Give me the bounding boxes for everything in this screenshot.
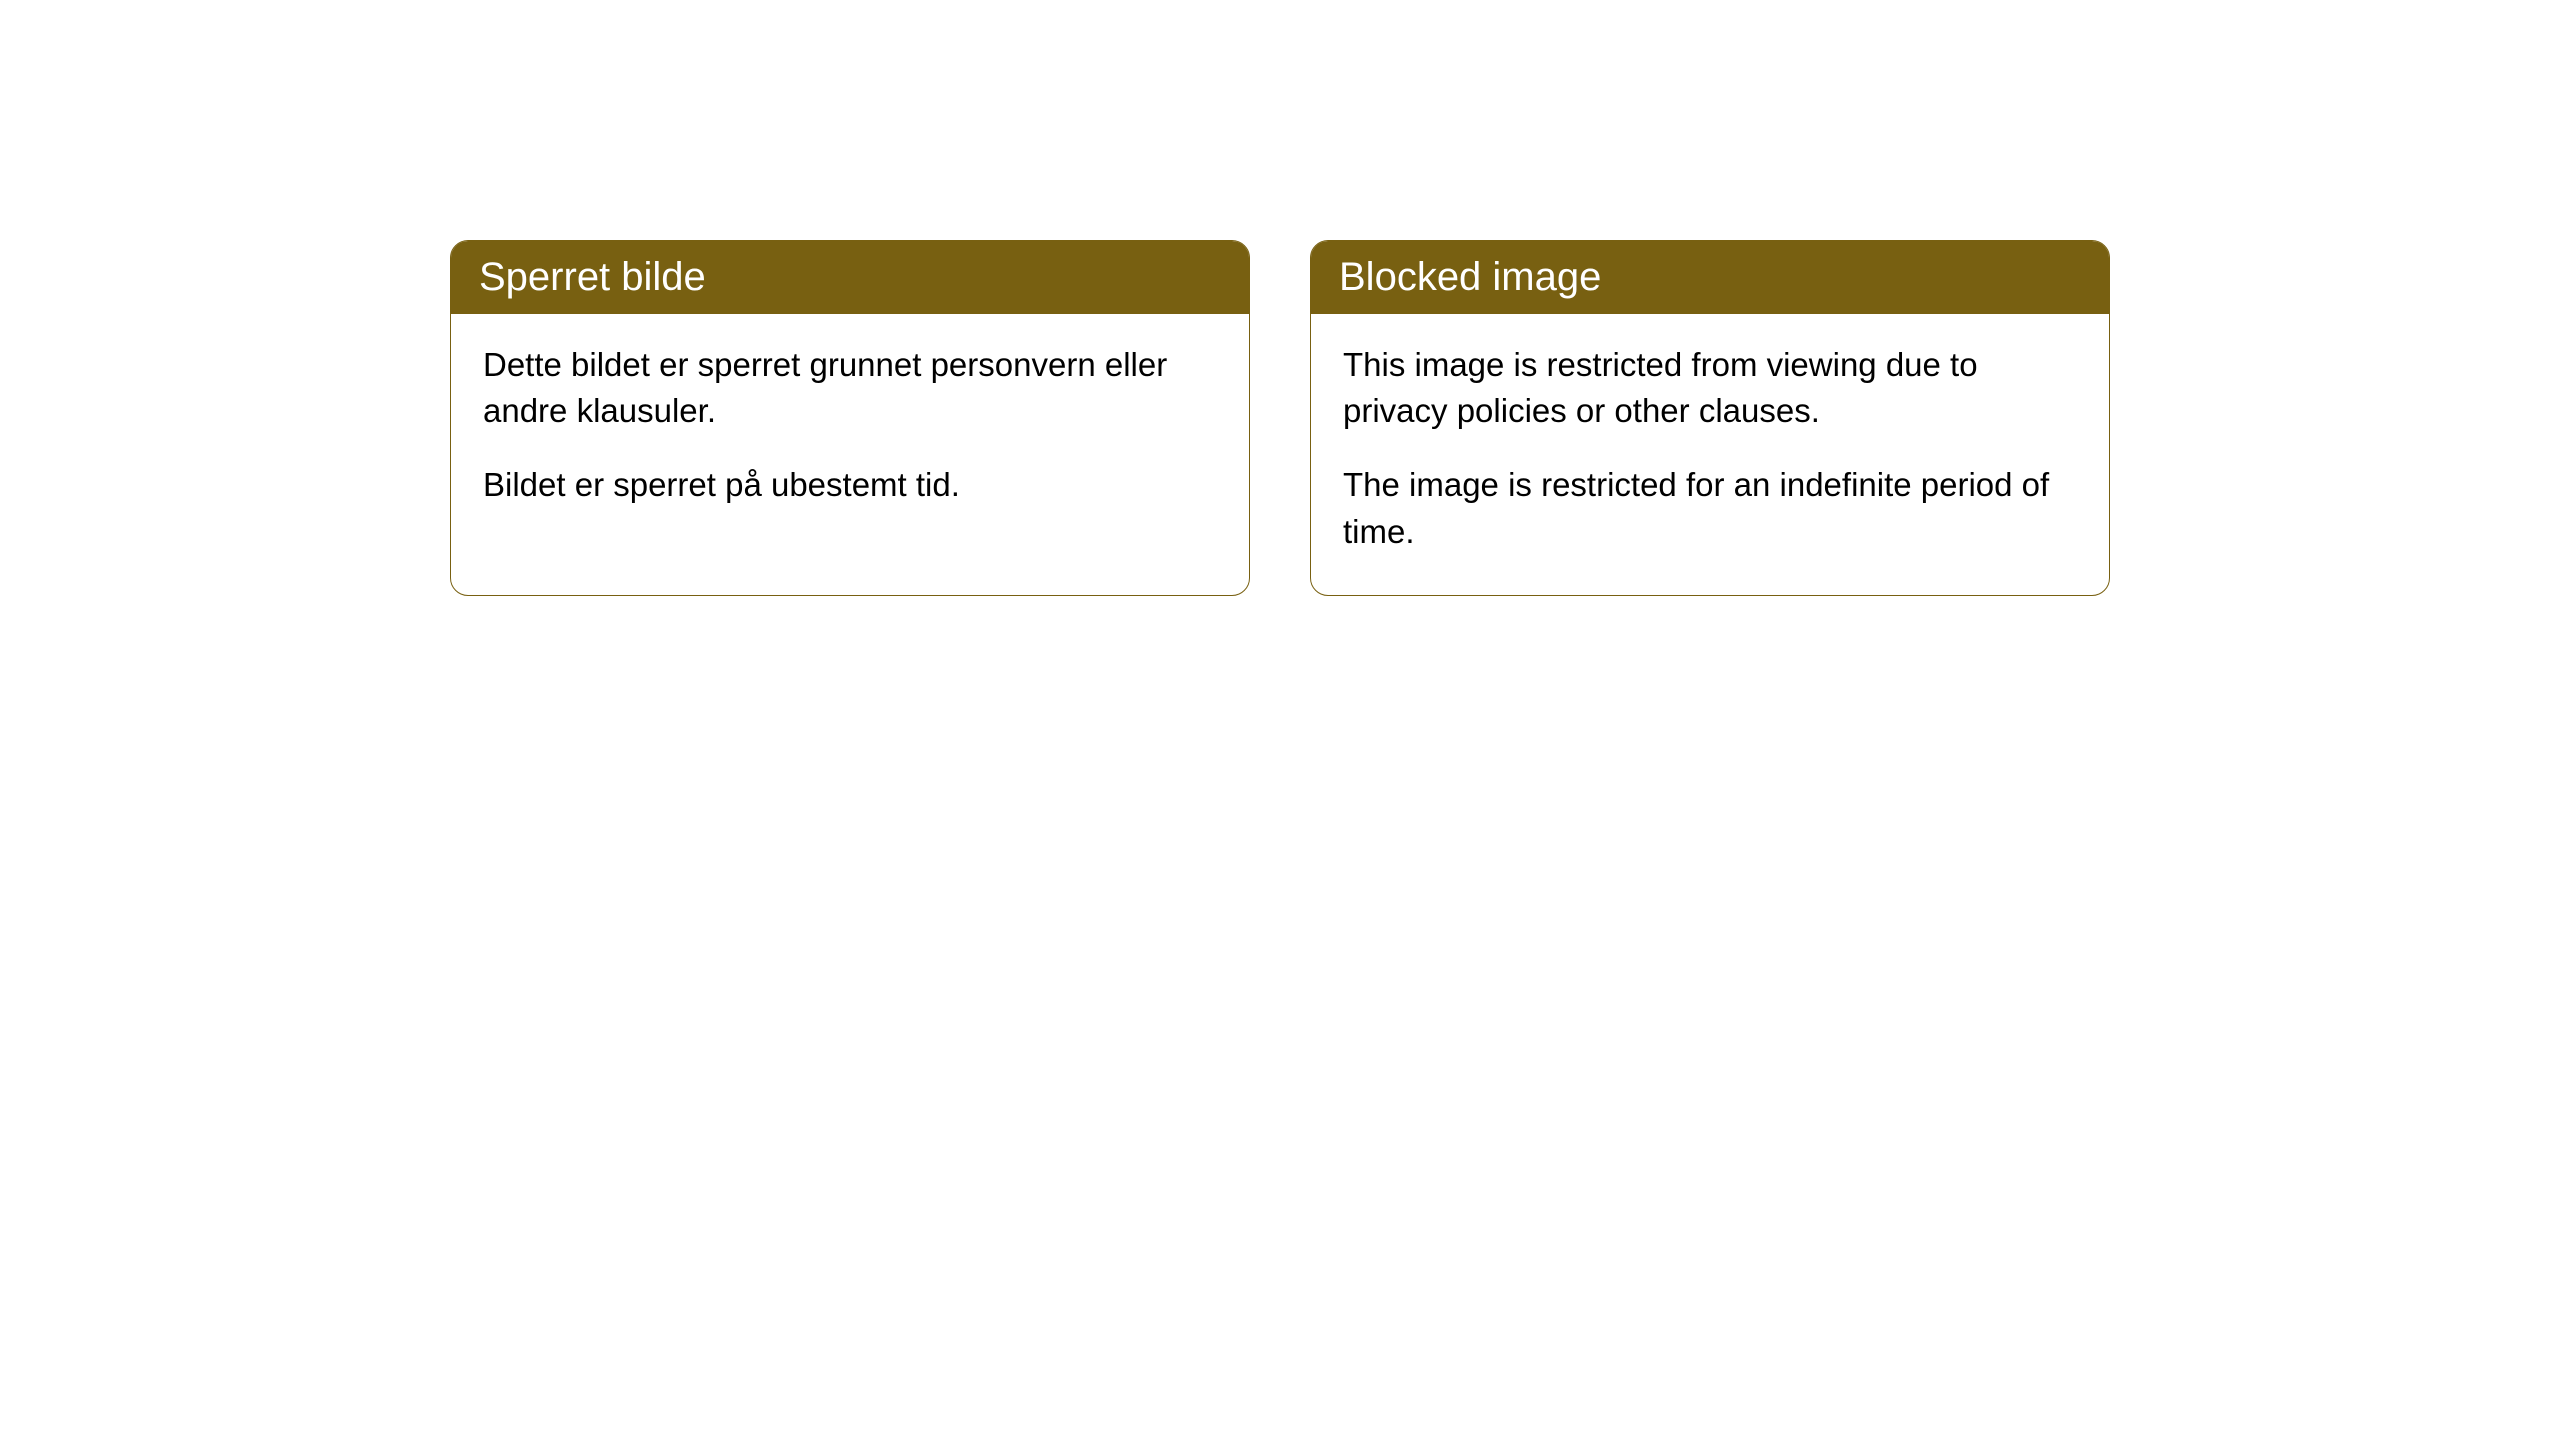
card-header: Blocked image: [1311, 241, 2109, 314]
card-paragraph: The image is restricted for an indefinit…: [1343, 462, 2077, 554]
card-body: Dette bildet er sperret grunnet personve…: [451, 314, 1249, 549]
card-paragraph: Dette bildet er sperret grunnet personve…: [483, 342, 1217, 434]
card-title: Sperret bilde: [479, 255, 706, 299]
notice-cards-container: Sperret bilde Dette bildet er sperret gr…: [450, 240, 2110, 596]
card-paragraph: Bildet er sperret på ubestemt tid.: [483, 462, 1217, 508]
card-title: Blocked image: [1339, 255, 1601, 299]
notice-card-english: Blocked image This image is restricted f…: [1310, 240, 2110, 596]
card-body: This image is restricted from viewing du…: [1311, 314, 2109, 595]
card-header: Sperret bilde: [451, 241, 1249, 314]
notice-card-norwegian: Sperret bilde Dette bildet er sperret gr…: [450, 240, 1250, 596]
card-paragraph: This image is restricted from viewing du…: [1343, 342, 2077, 434]
